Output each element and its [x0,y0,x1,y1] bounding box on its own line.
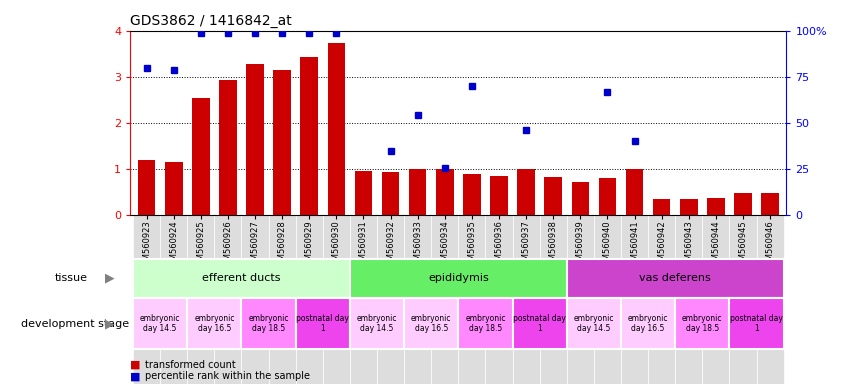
Bar [599,178,616,215]
FancyBboxPatch shape [133,215,160,384]
Bar [512,298,567,349]
FancyBboxPatch shape [594,215,621,384]
Text: embryonic
day 16.5: embryonic day 16.5 [411,314,452,333]
Bar [544,177,562,215]
Bar [707,198,725,215]
Text: ▶: ▶ [104,272,114,285]
Bar [626,169,643,215]
FancyBboxPatch shape [214,215,241,384]
Text: ▶: ▶ [104,317,114,330]
Bar [350,259,567,298]
FancyBboxPatch shape [512,215,540,384]
Text: epididymis: epididymis [428,273,489,283]
Bar [165,162,182,215]
Bar [220,81,237,215]
Bar [458,298,512,349]
Bar [300,57,318,215]
Text: vas deferens: vas deferens [639,273,711,283]
Bar [409,169,426,215]
Bar [436,169,453,215]
Text: development stage: development stage [21,318,130,329]
Text: efferent ducts: efferent ducts [202,273,281,283]
FancyBboxPatch shape [757,215,784,384]
FancyBboxPatch shape [296,215,323,384]
Text: transformed count: transformed count [145,360,236,370]
FancyBboxPatch shape [160,215,188,384]
Bar [675,298,729,349]
Bar [621,298,675,349]
Text: postnatal day
1: postnatal day 1 [296,314,349,333]
Text: embryonic
day 18.5: embryonic day 18.5 [465,314,505,333]
FancyBboxPatch shape [458,215,485,384]
Text: tissue: tissue [55,273,87,283]
Text: embryonic
day 16.5: embryonic day 16.5 [194,314,235,333]
FancyBboxPatch shape [567,215,594,384]
FancyBboxPatch shape [702,215,729,384]
Bar [405,298,458,349]
Bar [188,298,241,349]
Text: embryonic
day 18.5: embryonic day 18.5 [682,314,722,333]
Bar [355,171,373,215]
Bar [463,174,481,215]
Text: postnatal day
1: postnatal day 1 [513,314,566,333]
Bar [133,259,350,298]
Text: ■: ■ [130,371,140,381]
Text: embryonic
day 16.5: embryonic day 16.5 [628,314,669,333]
FancyBboxPatch shape [268,215,296,384]
Bar [327,43,345,215]
Bar [567,259,784,298]
Text: embryonic
day 14.5: embryonic day 14.5 [357,314,397,333]
FancyBboxPatch shape [675,215,702,384]
Bar [490,176,508,215]
FancyBboxPatch shape [188,215,214,384]
Text: embryonic
day 18.5: embryonic day 18.5 [248,314,288,333]
Bar [350,298,405,349]
Text: embryonic
day 14.5: embryonic day 14.5 [574,314,614,333]
Bar [133,298,188,349]
Bar [680,199,697,215]
FancyBboxPatch shape [621,215,648,384]
Bar [567,298,621,349]
Bar [653,199,670,215]
FancyBboxPatch shape [405,215,431,384]
FancyBboxPatch shape [648,215,675,384]
FancyBboxPatch shape [540,215,567,384]
Bar [517,169,535,215]
Bar [296,298,350,349]
Text: postnatal day
1: postnatal day 1 [730,314,783,333]
Bar [192,98,209,215]
Bar [572,182,590,215]
Bar [734,194,752,215]
FancyBboxPatch shape [485,215,512,384]
Bar [241,298,296,349]
Text: percentile rank within the sample: percentile rank within the sample [145,371,310,381]
Text: ■: ■ [130,360,140,370]
FancyBboxPatch shape [729,215,757,384]
Bar [273,70,291,215]
Bar [138,160,156,215]
Bar [382,172,399,215]
Text: GDS3862 / 1416842_at: GDS3862 / 1416842_at [130,14,292,28]
Bar [246,65,264,215]
FancyBboxPatch shape [241,215,268,384]
FancyBboxPatch shape [377,215,405,384]
FancyBboxPatch shape [350,215,377,384]
Bar [761,194,779,215]
FancyBboxPatch shape [431,215,458,384]
Text: embryonic
day 14.5: embryonic day 14.5 [140,314,181,333]
Bar [729,298,784,349]
FancyBboxPatch shape [323,215,350,384]
